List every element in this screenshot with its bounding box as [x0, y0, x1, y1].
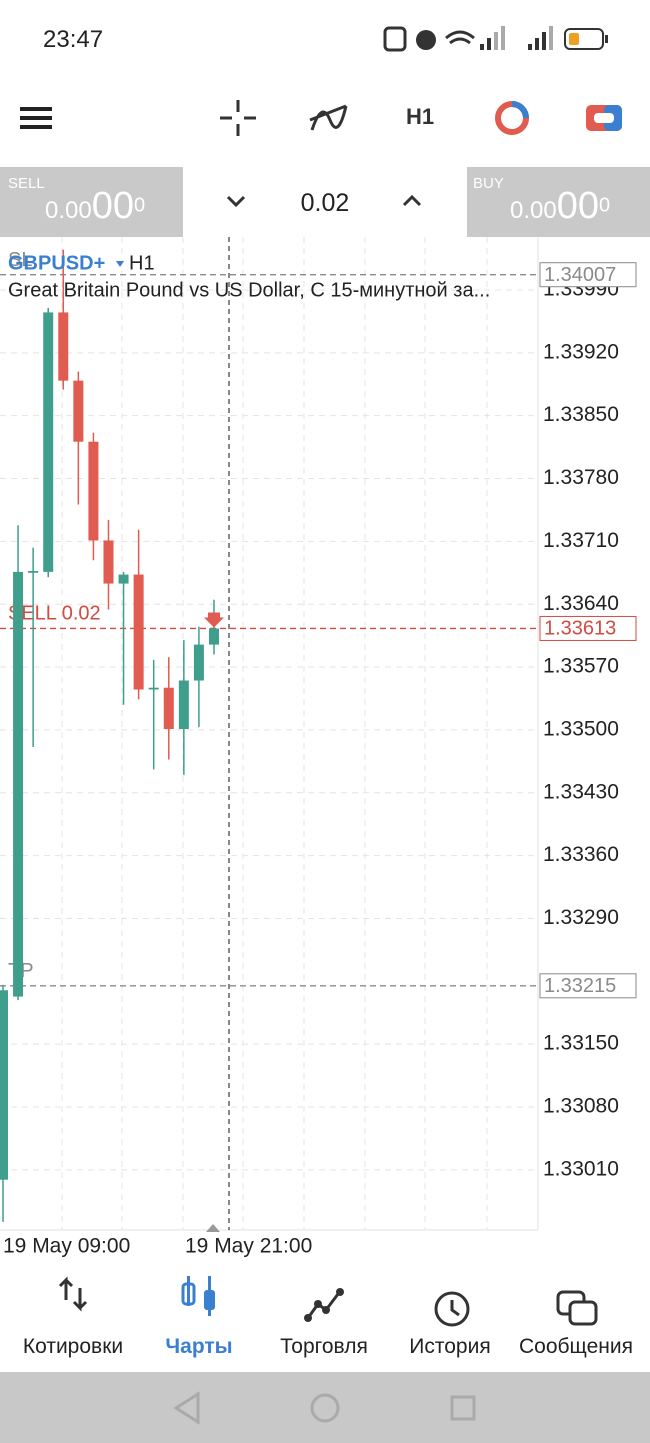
- back-button[interactable]: [173, 1391, 200, 1425]
- price-line-box: [539, 615, 637, 641]
- candle-body: [28, 570, 39, 573]
- timeframe-button[interactable]: H1: [406, 104, 434, 129]
- x-tick-label: 19 May 21:00: [185, 1235, 312, 1258]
- candle-body: [133, 574, 144, 690]
- buy-price-sup: 0: [599, 194, 611, 217]
- y-tick-label: 1.33430: [543, 780, 619, 803]
- buy-button[interactable]: BUY 0.00000: [467, 167, 650, 237]
- y-tick-label: 1.33010: [543, 1157, 619, 1180]
- buy-price: 0.00: [510, 197, 557, 224]
- volume-panel: 0.02: [185, 167, 465, 237]
- x-tick-label: 19 May 09:00: [3, 1235, 130, 1258]
- nav-trade[interactable]: Торговля: [280, 1335, 368, 1358]
- price-line-box: [539, 262, 637, 288]
- y-tick-label: 1.33080: [543, 1095, 619, 1118]
- system-nav: [0, 1372, 650, 1443]
- price-line-value: 1.33215: [544, 975, 616, 997]
- volume-up[interactable]: [401, 193, 423, 209]
- candle-body: [88, 441, 99, 541]
- candle-body: [163, 687, 174, 730]
- candle-body: [148, 687, 159, 690]
- nav-messages[interactable]: Сообщения: [519, 1335, 633, 1358]
- volume-down[interactable]: [225, 193, 247, 209]
- menu-button[interactable]: [20, 107, 52, 129]
- x-grid: [61, 237, 488, 1230]
- price-line-box: [539, 973, 637, 999]
- candle-body: [208, 628, 219, 645]
- volume[interactable]: 0.02: [300, 189, 350, 217]
- y-tick-label: 1.33640: [543, 592, 619, 615]
- candle-body: [73, 380, 84, 442]
- chart-timeframe: H1: [129, 252, 155, 274]
- candle-body: [118, 574, 129, 584]
- recents-button[interactable]: [450, 1395, 476, 1421]
- candle-body: [13, 571, 24, 997]
- sell-price-big: 00: [91, 185, 134, 227]
- price-line-value: 1.33613: [544, 618, 616, 640]
- trade-arrow: [203, 612, 224, 628]
- nav-charts[interactable]: Чарты: [165, 1335, 233, 1358]
- y-tick-label: 1.33850: [543, 403, 619, 426]
- candle-body: [178, 680, 189, 730]
- y-tick-label: 1.33360: [543, 843, 619, 866]
- sell-price: 0.00: [45, 197, 92, 224]
- toolbar: H1: [20, 100, 622, 136]
- candle-body: [103, 540, 114, 584]
- sell-price-sup: 0: [134, 194, 146, 217]
- status-icons: [383, 26, 608, 52]
- sell-label: SELL: [8, 175, 45, 192]
- y-tick-label: 1.33710: [543, 529, 619, 552]
- indicators-button[interactable]: [309, 104, 348, 131]
- symbol-dropdown: [116, 261, 124, 267]
- price-line-value: 1.34007: [544, 264, 616, 286]
- price-line-label: SELL 0.02: [8, 603, 101, 625]
- candle-body: [43, 312, 54, 572]
- candle-body: [58, 312, 69, 381]
- buy-price-big: 00: [556, 185, 599, 227]
- crosshair-button[interactable]: [220, 100, 256, 136]
- y-tick-label: 1.33780: [543, 466, 619, 489]
- status-time: 23:47: [43, 26, 104, 53]
- buy-label: BUY: [473, 175, 504, 192]
- nav-history[interactable]: История: [409, 1335, 491, 1358]
- nav-quotes[interactable]: Котировки: [22, 1335, 124, 1358]
- chart-symbol: GBPUSD+: [8, 252, 105, 274]
- y-tick-label: 1.33290: [543, 906, 619, 929]
- y-tick-label: 1.33920: [543, 340, 619, 363]
- y-tick-label: 1.33500: [543, 717, 619, 740]
- home-button[interactable]: [310, 1393, 340, 1423]
- y-tick-label: 1.33150: [543, 1032, 619, 1055]
- y-tick-label: 1.33570: [543, 655, 619, 678]
- candle-body: [193, 644, 204, 681]
- bottom-nav: Котировки Чарты Торговля История Сообщен…: [0, 1262, 650, 1372]
- nav-icons: [58, 1276, 598, 1327]
- candle-body: [0, 990, 8, 1180]
- price-line-label: SL: [8, 249, 32, 271]
- scroll-marker: [206, 1224, 220, 1232]
- sell-button[interactable]: SELL 0.00000: [0, 167, 183, 237]
- chart-description: Great Britain Pound vs US Dollar, С 15-м…: [8, 279, 490, 301]
